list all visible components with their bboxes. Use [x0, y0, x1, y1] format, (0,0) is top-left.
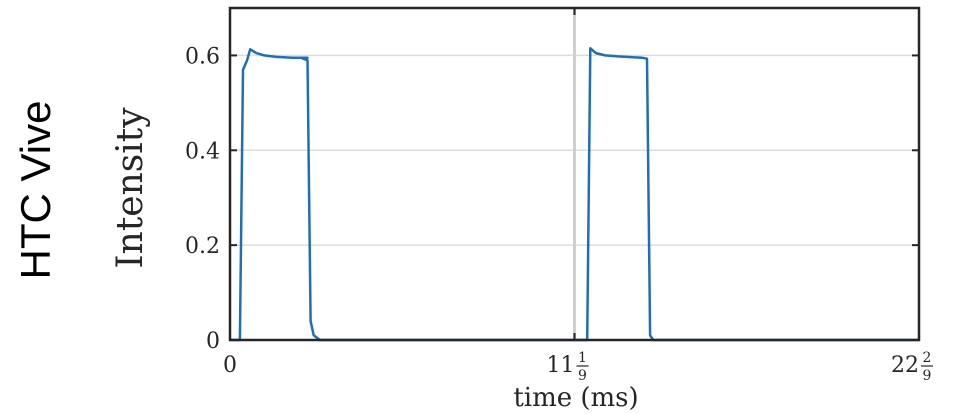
- x-axis-label: time (ms): [513, 383, 638, 413]
- y-tick-label-3: 0.6: [185, 44, 220, 69]
- x-tick-label-2: 22 29: [891, 350, 933, 384]
- y-tick-label-1: 0.2: [185, 234, 220, 259]
- x-tick-label-1: 11 19: [547, 350, 589, 384]
- y-ticks: 0 0.2 0.4 0.6: [185, 44, 919, 354]
- x-ticks: 0 11 19 22 29: [223, 333, 933, 384]
- x-tick-denominator-1: 9: [578, 368, 587, 384]
- x-tick-denominator-2: 9: [923, 368, 932, 384]
- x-tick-numerator-2: 2: [923, 350, 932, 366]
- y-tick-label-0: 0: [206, 329, 220, 354]
- x-tick-label-0: 0: [223, 353, 237, 378]
- x-tick-whole-1: 11: [547, 353, 575, 378]
- x-tick-whole-2: 22: [891, 353, 919, 378]
- y-axis-label: Intensity: [110, 107, 151, 269]
- y-tick-label-2: 0.4: [185, 139, 220, 164]
- row-label: HTC Vive: [12, 101, 59, 280]
- x-tick-numerator-1: 1: [578, 350, 587, 366]
- x-tick-whole-0: 0: [223, 353, 237, 378]
